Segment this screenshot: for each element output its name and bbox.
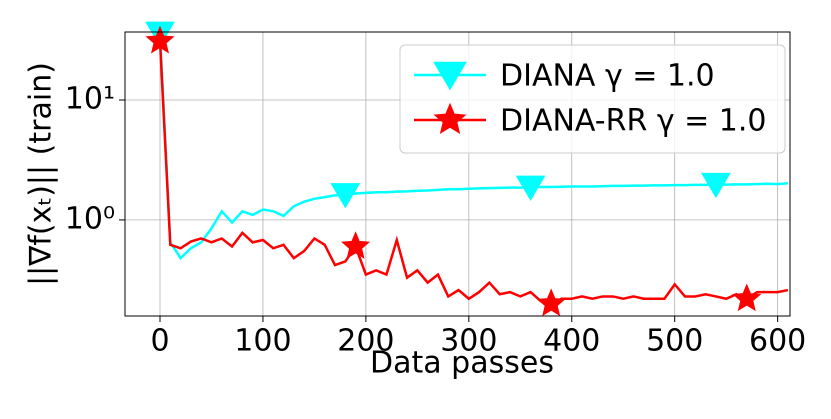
y-axis-label: ||∇f(xₜ)|| (train) <box>24 62 59 286</box>
legend-box <box>399 44 786 154</box>
x-axis-label: Data passes <box>370 346 554 381</box>
x-tick-label: 100 <box>234 324 291 359</box>
marker <box>515 175 546 201</box>
marker <box>330 183 361 209</box>
x-tick-label: 0 <box>150 324 169 359</box>
marker <box>145 25 175 54</box>
marker <box>341 231 371 259</box>
series-line <box>158 33 789 261</box>
x-tick-label: 600 <box>749 324 806 359</box>
plot-frame <box>124 31 791 317</box>
x-tick-label: 200 <box>337 324 394 359</box>
y-tick-label: 10⁰ <box>65 201 115 236</box>
legend-marker <box>433 61 467 91</box>
y-tick-label: 10¹ <box>65 81 115 116</box>
marker <box>701 172 731 199</box>
legend-label: DIANA γ = 1.0 <box>500 59 715 94</box>
x-tick-label: 400 <box>543 324 600 359</box>
legend-label: DIANA-RR γ = 1.0 <box>500 104 767 139</box>
marker <box>732 283 762 312</box>
x-tick-label: 500 <box>646 324 703 359</box>
legend-marker <box>433 102 467 134</box>
x-tick-label: 300 <box>440 324 497 359</box>
marker <box>536 288 566 317</box>
series-line <box>158 41 789 306</box>
